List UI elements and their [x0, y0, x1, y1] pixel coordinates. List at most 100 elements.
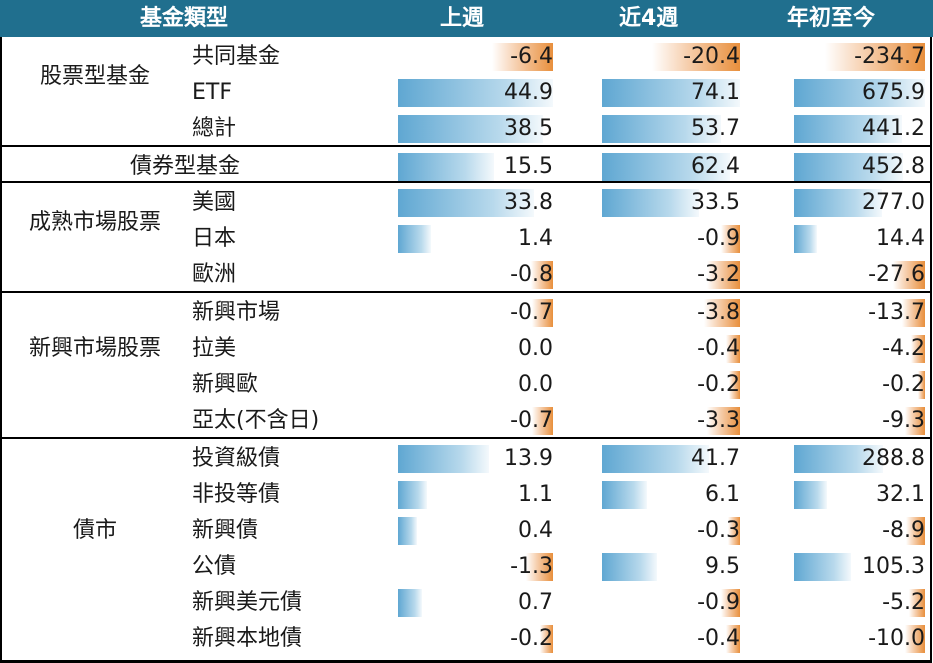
value-bar — [532, 299, 553, 327]
header-last-week: 上週 — [440, 6, 485, 31]
value-cell: -0.9 — [697, 590, 740, 615]
value-cell: 288.8 — [862, 446, 925, 471]
group-separator — [0, 437, 931, 439]
value-cell: 1.1 — [518, 482, 553, 507]
value-bar — [909, 589, 925, 617]
value-cell: -3.3 — [697, 408, 740, 433]
group-separator — [0, 291, 931, 293]
value-bar — [652, 43, 740, 71]
value-bar — [492, 43, 553, 71]
value-cell: 13.9 — [504, 446, 553, 471]
value-bar — [910, 335, 925, 363]
group-separator — [0, 145, 931, 147]
value-cell: 9.5 — [705, 554, 740, 579]
value-cell: -234.7 — [854, 44, 925, 69]
row-label: 新興市場 — [192, 300, 281, 325]
value-bar — [901, 299, 925, 327]
value-cell: -3.8 — [697, 300, 740, 325]
value-cell: -0.9 — [697, 226, 740, 251]
value-cell: 675.9 — [862, 80, 925, 105]
right-border — [930, 37, 932, 663]
value-bar — [398, 79, 553, 107]
value-cell: 62.4 — [691, 154, 740, 179]
value-cell: -9.3 — [882, 408, 925, 433]
value-cell: -0.2 — [510, 626, 553, 651]
value-bar — [794, 225, 818, 253]
value-bar — [602, 79, 740, 107]
value-cell: -0.3 — [697, 518, 740, 543]
value-bar — [704, 299, 740, 327]
value-cell: 74.1 — [691, 80, 740, 105]
group-label: 股票型基金 — [39, 64, 150, 89]
value-cell: -6.4 — [510, 44, 553, 69]
value-bar — [602, 445, 709, 473]
value-bar — [905, 517, 925, 545]
value-bar — [532, 407, 553, 435]
value-bar — [398, 589, 422, 617]
value-cell: -10.0 — [868, 626, 925, 651]
row-label: 歐洲 — [192, 262, 237, 287]
value-bar — [525, 553, 553, 581]
value-cell: -1.3 — [510, 554, 553, 579]
group-label: 債市 — [72, 518, 117, 543]
value-cell: 0.4 — [518, 518, 553, 543]
value-bar — [531, 261, 553, 289]
value-bar — [398, 445, 490, 473]
row-label: 非投等債 — [192, 482, 281, 507]
value-cell: 32.1 — [876, 482, 925, 507]
value-bar — [398, 481, 428, 509]
value-bar — [825, 43, 925, 71]
value-cell: 0.7 — [518, 590, 553, 615]
value-cell: 0.0 — [518, 336, 553, 361]
bottom-border — [0, 660, 932, 663]
value-bar — [602, 553, 657, 581]
value-cell: 1.4 — [518, 226, 553, 251]
value-cell: 41.7 — [691, 446, 740, 471]
group-label: 債券型基金 — [129, 154, 240, 179]
row-label: 新興債 — [192, 518, 259, 543]
row-label: 拉美 — [192, 336, 237, 361]
value-cell: -0.7 — [510, 300, 553, 325]
value-cell: -27.6 — [868, 262, 925, 287]
value-cell: -5.2 — [882, 590, 925, 615]
value-bar — [794, 189, 882, 217]
value-cell: 0.0 — [518, 372, 553, 397]
row-label: 新興歐 — [192, 372, 259, 397]
value-bar — [728, 371, 740, 399]
value-cell: -0.4 — [697, 626, 740, 651]
value-bar — [706, 407, 740, 435]
value-cell: -0.7 — [510, 408, 553, 433]
value-bar — [794, 445, 884, 473]
value-cell: 33.8 — [504, 190, 553, 215]
group-label: 新興市場股票 — [28, 336, 161, 361]
value-bar — [794, 481, 828, 509]
table-header: 基金類型 上週 近4週 年初至今 — [0, 0, 933, 37]
row-label: ETF — [192, 80, 232, 105]
value-bar — [794, 153, 904, 181]
value-bar — [398, 115, 543, 143]
value-bar — [893, 261, 925, 289]
group-separator — [0, 181, 931, 183]
value-bar — [398, 189, 535, 217]
value-bar — [398, 153, 495, 181]
row-label: 新興本地債 — [192, 626, 303, 651]
row-label: 新興美元債 — [192, 590, 303, 615]
value-cell: -0.8 — [510, 262, 553, 287]
value-cell: -3.2 — [697, 262, 740, 287]
value-bar — [727, 517, 740, 545]
value-cell: 44.9 — [504, 80, 553, 105]
row-label: 共同基金 — [192, 44, 281, 69]
value-bar — [540, 625, 553, 653]
value-bar — [721, 225, 740, 253]
left-border — [0, 37, 2, 663]
value-bar — [398, 225, 431, 253]
value-cell: 452.8 — [862, 154, 925, 179]
value-bar — [726, 335, 740, 363]
header-ytd: 年初至今 — [787, 6, 876, 31]
value-cell: -4.2 — [882, 336, 925, 361]
value-cell: -8.9 — [882, 518, 925, 543]
value-cell: -20.4 — [683, 44, 740, 69]
row-label: 亞太(不含日) — [192, 408, 320, 433]
header-fund-type: 基金類型 — [140, 6, 229, 31]
value-bar — [794, 115, 903, 143]
